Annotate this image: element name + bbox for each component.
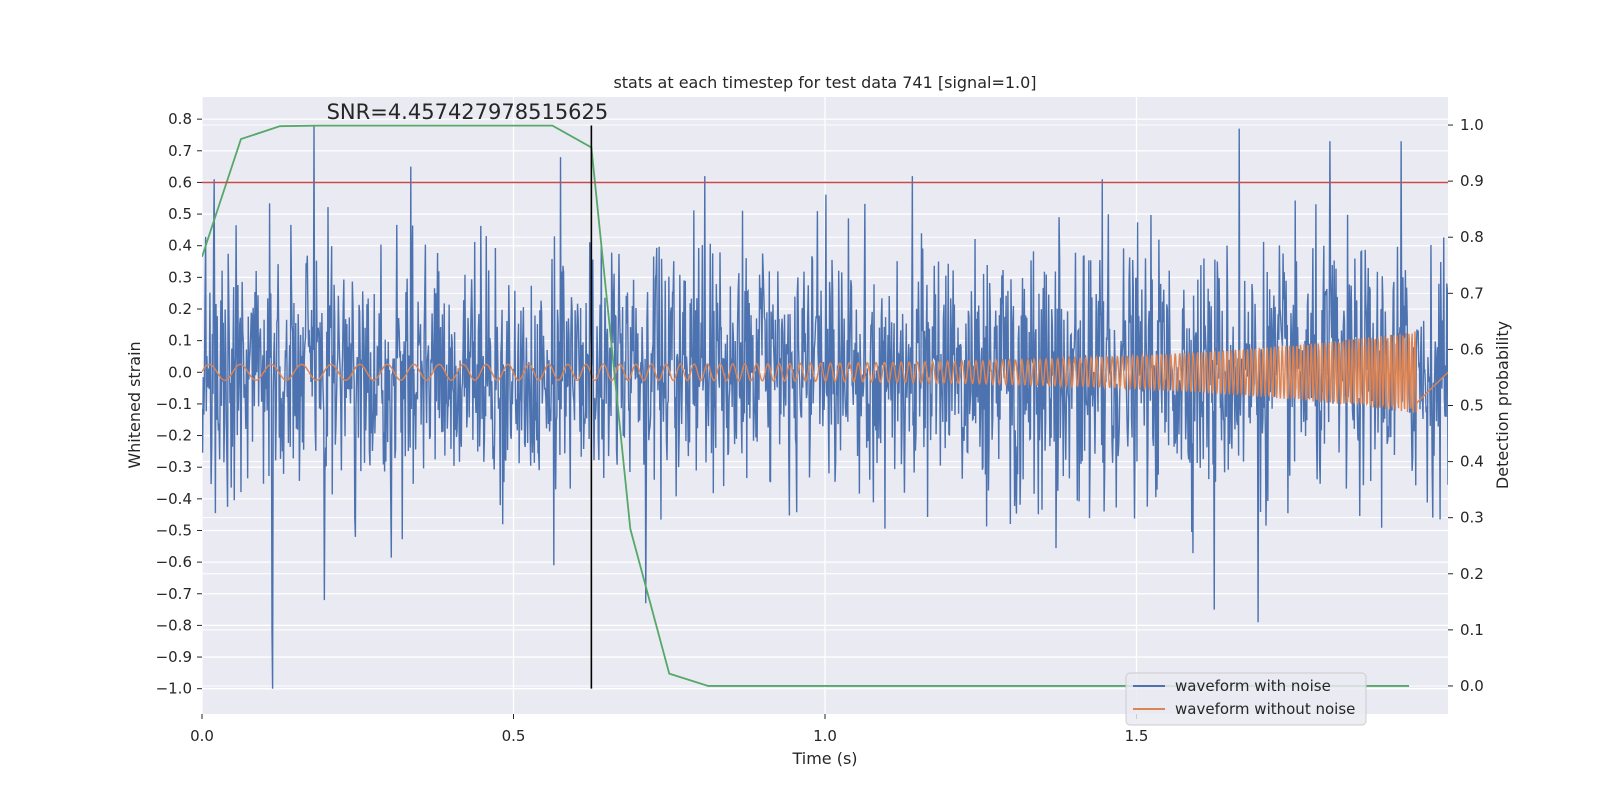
y-tick-label: −0.8: [156, 616, 192, 634]
y2-tick-label: 0.8: [1460, 228, 1484, 246]
y2-tick-label: 0.3: [1460, 509, 1484, 527]
y-tick-label: 0.8: [168, 110, 192, 128]
y-tick-label: −0.7: [156, 585, 192, 603]
y-tick-label: 0.2: [168, 300, 192, 318]
y-tick-label: −0.3: [156, 458, 192, 476]
y-tick-label: 0.1: [168, 332, 192, 350]
x-tick-label: 1.0: [813, 727, 837, 745]
y-axis-label: Whitened strain: [125, 341, 144, 468]
y2-tick-label: 0.9: [1460, 172, 1484, 190]
y2-tick-label: 0.2: [1460, 565, 1484, 583]
y-tick-label: 0.6: [168, 173, 192, 191]
legend-label-clean: waveform without noise: [1175, 700, 1355, 718]
y-tick-label: −0.6: [156, 553, 192, 571]
y-tick-label: 0.7: [168, 142, 192, 160]
legend: waveform with noise waveform without noi…: [1125, 672, 1367, 726]
y-tick-label: −0.2: [156, 427, 192, 445]
y-tick-label: 0.4: [168, 237, 192, 255]
y2-tick-label: 0.7: [1460, 284, 1484, 302]
chart-title: stats at each timestep for test data 741…: [613, 73, 1036, 92]
y-tick-label: 0.0: [168, 363, 192, 381]
y2-tick-label: 0.5: [1460, 397, 1484, 415]
x-tick-label: 0.5: [502, 727, 526, 745]
x-tick-label: 1.5: [1125, 727, 1149, 745]
y2-axis-label: Detection probability: [1493, 321, 1512, 489]
axes-layer: 0.8 0.7 0.6 0.5 0.4 0.3 0.2 0.1 0.0 −0.1 −0.2 −0.3 −…: [156, 110, 1484, 745]
series-waveform-without-noise: [202, 331, 1448, 413]
y2-tick-label: 0.6: [1460, 340, 1484, 358]
legend-label-noise: waveform with noise: [1175, 677, 1331, 695]
y2-tick-label: 1.0: [1460, 116, 1484, 134]
y-tick-label: −0.5: [156, 521, 192, 539]
y-tick-label: −0.4: [156, 490, 192, 508]
y-tick-label: 0.3: [168, 268, 192, 286]
y2-tick-label: 0.0: [1460, 677, 1484, 695]
y-tick-label: −1.0: [156, 680, 192, 698]
legend-box: [1125, 672, 1367, 726]
y-tick-label: −0.1: [156, 395, 192, 413]
y-tick-label: 0.5: [168, 205, 192, 223]
y2-tick-label: 0.4: [1460, 453, 1484, 471]
y-tick-label: −0.9: [156, 648, 192, 666]
series-waveform-with-noise: [202, 125, 1448, 689]
x-tick-label: 0.0: [190, 727, 214, 745]
y2-tick-label: 0.1: [1460, 621, 1484, 639]
x-axis-label: Time (s): [791, 749, 857, 768]
snr-annotation: SNR=4.457427978515625: [327, 100, 609, 124]
